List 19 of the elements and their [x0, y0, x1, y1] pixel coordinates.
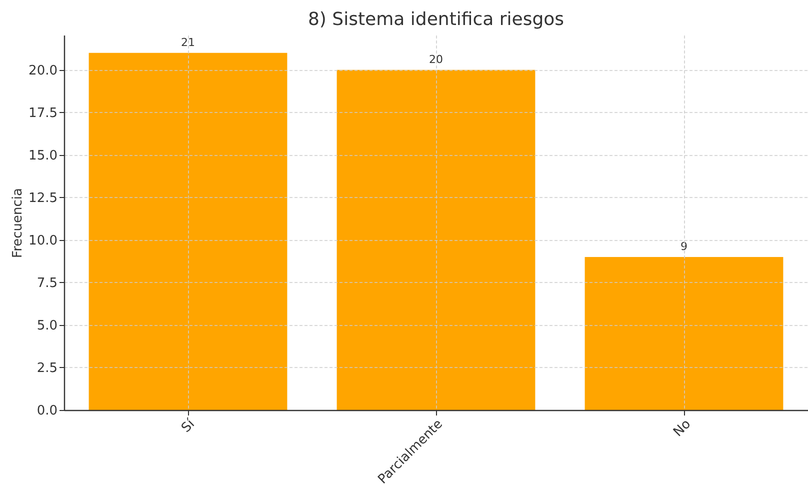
y-tick-label: 5.0 [36, 318, 58, 334]
chart-title: 8) Sistema identifica riesgos [308, 9, 564, 30]
y-tick-label: 12.5 [28, 190, 58, 206]
bar [584, 256, 784, 410]
y-tick-label: 2.5 [36, 360, 58, 376]
y-tick-label: 7.5 [36, 276, 58, 291]
data-label: 9 [680, 240, 688, 253]
y-tick-label: 17.5 [28, 106, 58, 121]
x-tick-label: No [670, 416, 694, 440]
bar [88, 52, 288, 410]
y-tick-label: 0.0 [36, 404, 58, 418]
data-label: 21 [181, 36, 195, 49]
y-tick-label: 15.0 [28, 148, 58, 164]
y-tick-label: 20.0 [28, 63, 58, 78]
y-axis-title: Frecuencia [10, 188, 26, 258]
bar [336, 70, 536, 410]
x-tick-label: Sí [178, 416, 198, 436]
y-tick-label: 10.0 [28, 233, 58, 248]
data-label: 20 [429, 52, 443, 66]
